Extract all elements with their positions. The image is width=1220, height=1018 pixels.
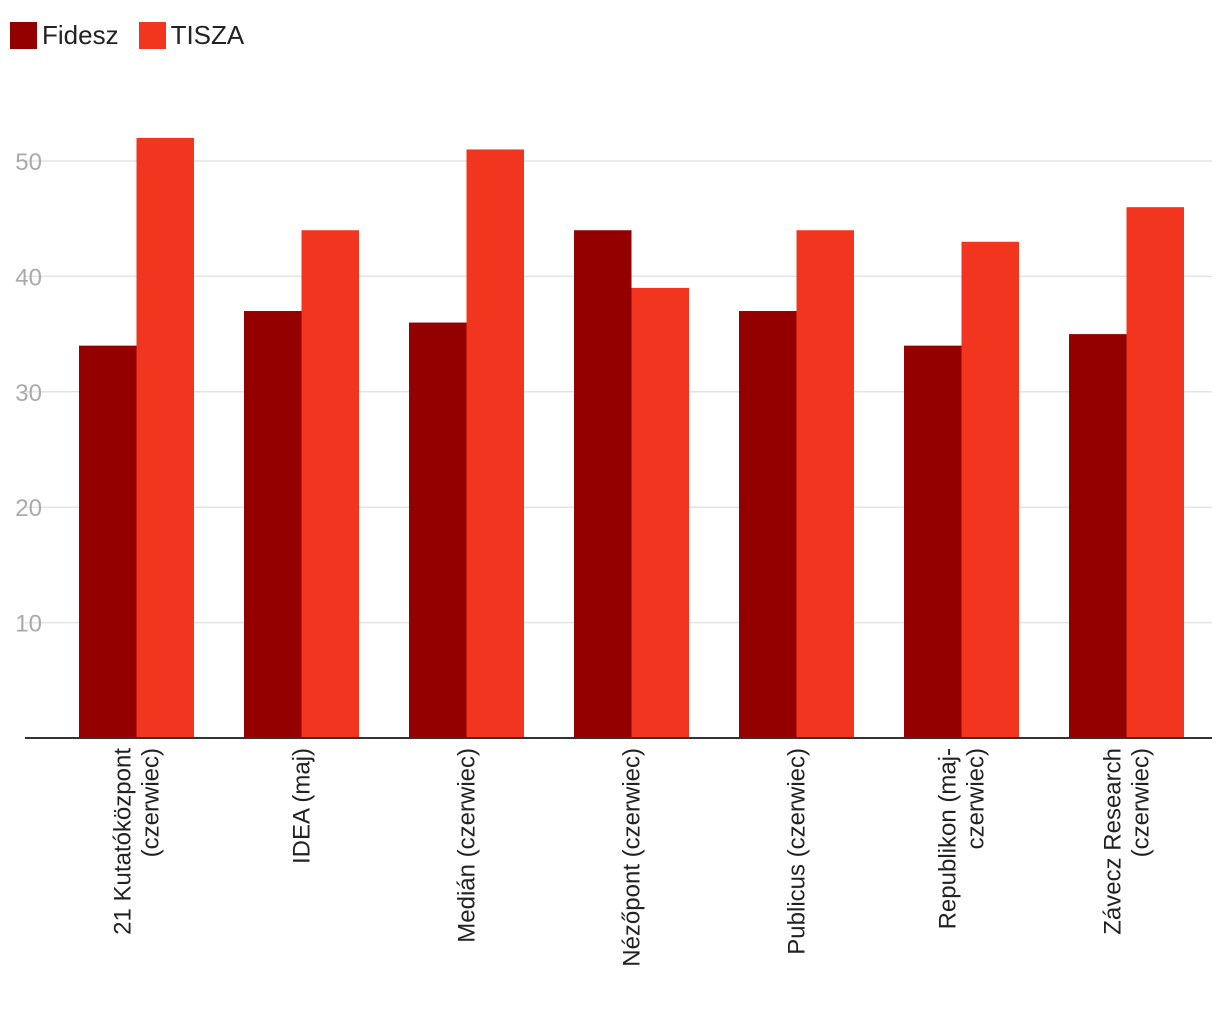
x-category-label-0-line-1: (czerwiec)	[138, 748, 165, 857]
x-category-label-5-line-0: Republikon (maj-	[935, 748, 962, 929]
legend-swatch-fidesz	[10, 22, 37, 49]
bar-tisza-0	[136, 137, 194, 739]
y-tick-label-40: 40	[15, 264, 42, 291]
x-category-label-5-line-1: czerwiec)	[963, 748, 990, 849]
legend-item-fidesz: Fidesz	[10, 20, 119, 51]
bar-fidesz-0	[79, 345, 137, 738]
bars	[79, 137, 1184, 739]
legend-label-fidesz: Fidesz	[42, 20, 119, 50]
legend-item-tisza: TISZA	[138, 20, 245, 51]
chart-legend: Fidesz TISZA	[10, 20, 264, 51]
y-tick-label-30: 30	[15, 380, 42, 407]
bar-tisza-1	[301, 230, 359, 739]
y-tick-labels: 10 20 30 40 50	[15, 149, 42, 638]
x-category-label-2-line-0: Medián (czerwiec)	[454, 748, 481, 943]
x-category-label-1-line-0: IDEA (maj)	[289, 748, 316, 864]
bar-tisza-6	[1126, 207, 1184, 738]
y-tick-label-10: 10	[15, 611, 42, 638]
y-tick-label-20: 20	[15, 495, 42, 522]
legend-swatch-tisza	[138, 22, 166, 49]
bar-fidesz-3	[574, 230, 632, 739]
legend-label-tisza: TISZA	[170, 20, 245, 50]
x-category-label-6-line-0: Závecz Research	[1100, 748, 1127, 935]
bar-tisza-2	[466, 149, 524, 738]
bar-fidesz-2	[409, 322, 467, 738]
x-category-label-0-line-0: 21 Kutatóközpont	[110, 748, 137, 935]
bar-fidesz-4	[739, 311, 797, 738]
x-category-label-4-line-0: Publicus (czerwiec)	[784, 748, 811, 955]
x-category-label-6-line-1: (czerwiec)	[1128, 748, 1155, 857]
bar-tisza-3	[631, 287, 689, 738]
bar-tisza-4	[796, 230, 854, 739]
bar-fidesz-5	[904, 345, 962, 738]
bar-fidesz-1	[244, 311, 302, 738]
x-category-label-3-line-0: Nézőpont (czerwiec)	[619, 748, 646, 967]
bar-tisza-5	[961, 241, 1019, 738]
x-category-labels: 21 Kutatóközpont (czerwiec) IDEA (maj) Medi…	[110, 748, 1155, 967]
bar-fidesz-6	[1069, 334, 1127, 738]
y-tick-label-50: 50	[15, 149, 42, 176]
